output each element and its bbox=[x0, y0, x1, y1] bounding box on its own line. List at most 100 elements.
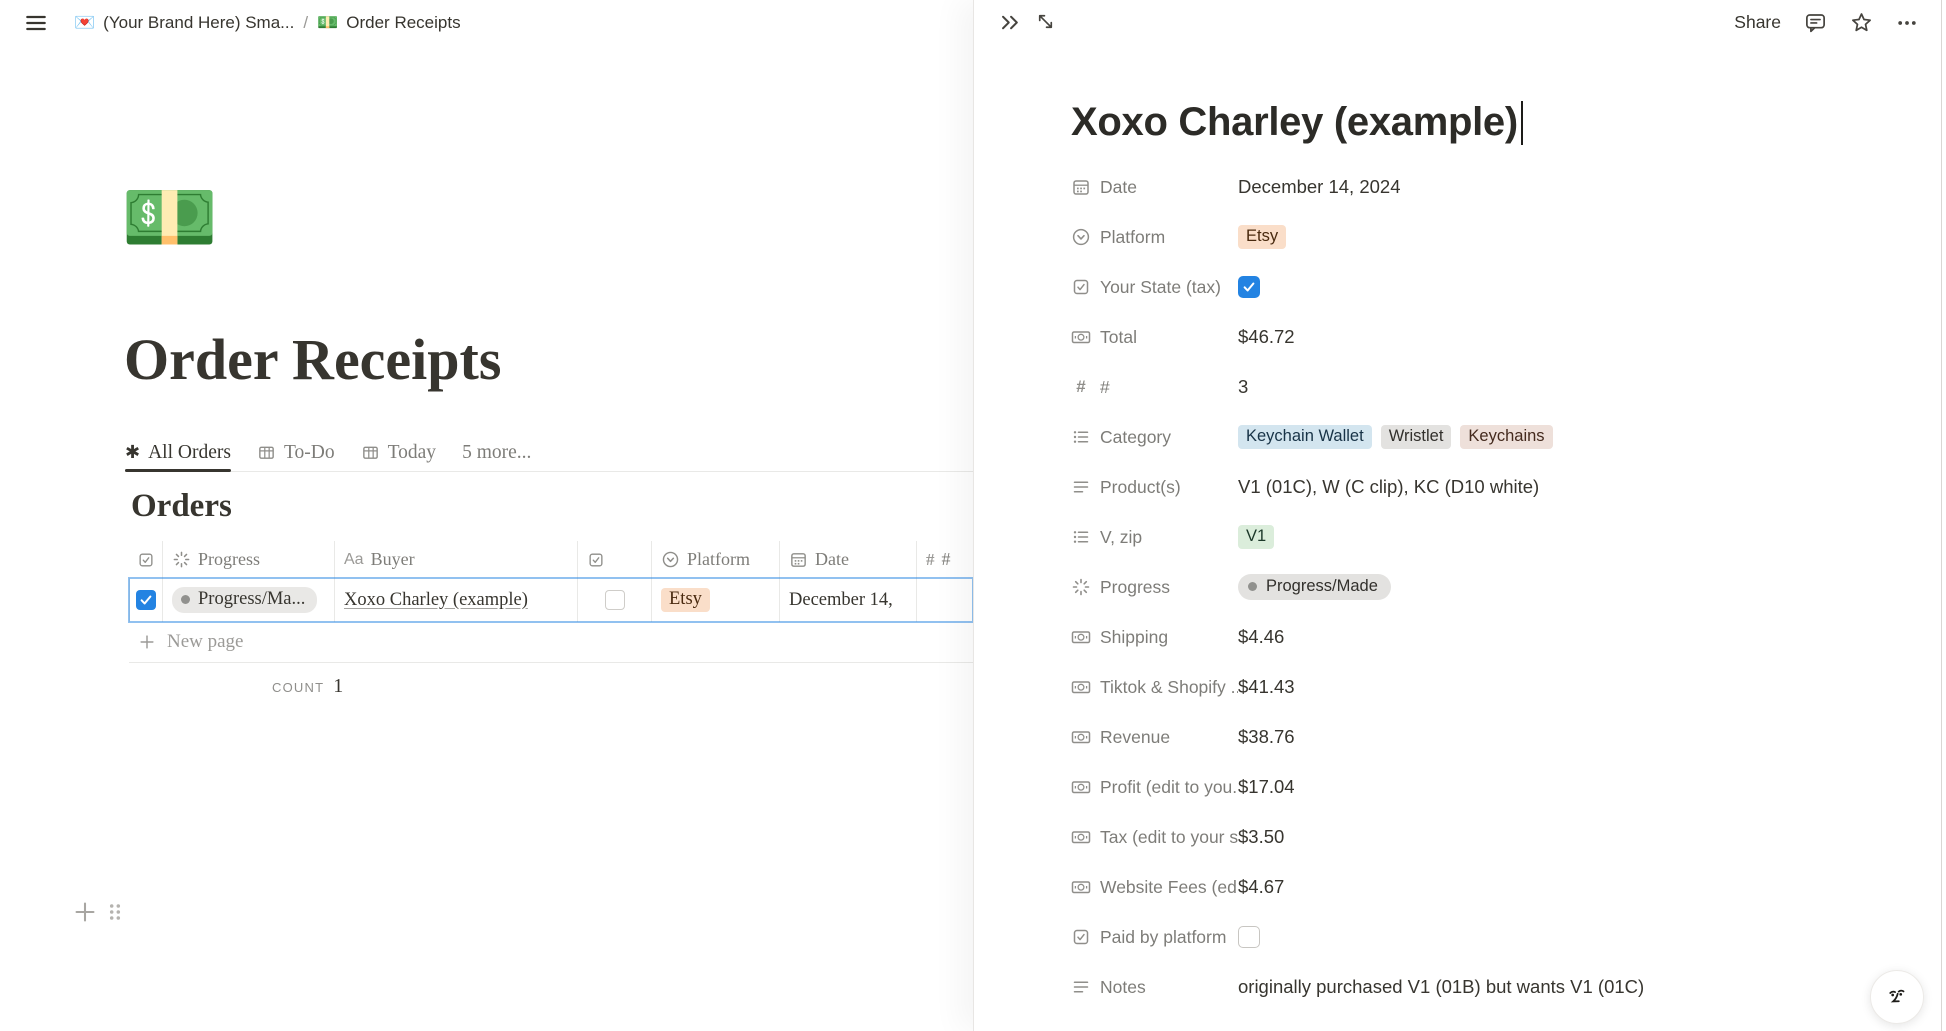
property-value-v-zip[interactable]: V1 bbox=[1238, 525, 1275, 549]
comments-icon[interactable] bbox=[1804, 11, 1827, 34]
category-tag: Keychain Wallet bbox=[1238, 425, 1372, 449]
expand-peek-icon[interactable] bbox=[1035, 11, 1056, 32]
checkbox-icon bbox=[587, 551, 605, 569]
breadcrumb-page[interactable]: 💵 Order Receipts bbox=[317, 13, 461, 33]
property-label-total[interactable]: Total bbox=[1071, 327, 1238, 348]
header-checkbox2-column[interactable] bbox=[578, 541, 652, 578]
property-label-category[interactable]: Category bbox=[1071, 427, 1238, 448]
header-buyer[interactable]: Aa Buyer bbox=[335, 541, 578, 578]
property-label-text: Date bbox=[1100, 176, 1137, 197]
property-list: Date December 14, 2024 Platform Etsy You… bbox=[1071, 162, 1901, 1012]
property-label-v-zip[interactable]: V, zip bbox=[1071, 527, 1238, 548]
header-progress[interactable]: Progress bbox=[163, 541, 335, 578]
status-dot-icon bbox=[181, 595, 190, 604]
property-value-tax[interactable]: $3.50 bbox=[1238, 826, 1284, 848]
orders-table: Progress Aa Buyer Platform Date # # bbox=[128, 541, 974, 709]
property-label-paid-by-platform[interactable]: Paid by platform bbox=[1071, 927, 1238, 948]
header-label: Platform bbox=[687, 549, 750, 569]
spark-icon: ✱ bbox=[125, 442, 141, 463]
tab-more-views[interactable]: 5 more... bbox=[462, 434, 531, 471]
property-label-number[interactable]: # # bbox=[1071, 377, 1238, 398]
checkbox-icon bbox=[1071, 927, 1091, 947]
money-icon bbox=[1071, 627, 1091, 647]
row-number-cell[interactable] bbox=[917, 578, 973, 622]
breadcrumb-workspace[interactable]: 💌 (Your Brand Here) Sma... bbox=[74, 13, 294, 33]
checkbox-checked[interactable] bbox=[1238, 276, 1260, 298]
hamburger-menu-icon[interactable] bbox=[24, 11, 48, 35]
property-row-tax: Tax (edit to your s... $3.50 bbox=[1071, 812, 1901, 862]
favorite-star-icon[interactable] bbox=[1850, 11, 1873, 34]
property-row-number: # # 3 bbox=[1071, 362, 1901, 412]
value-text: December 14, 2024 bbox=[1238, 176, 1401, 197]
close-peek-icon[interactable] bbox=[999, 11, 1022, 34]
value-text: 3 bbox=[1238, 376, 1249, 397]
add-block-icon[interactable] bbox=[72, 899, 98, 925]
property-value-tiktok-shopify[interactable]: $41.43 bbox=[1238, 676, 1295, 698]
count-aggregate[interactable]: COUNT 1 bbox=[272, 663, 973, 709]
property-value-number[interactable]: 3 bbox=[1238, 376, 1248, 398]
tab-to-do[interactable]: To-Do bbox=[257, 434, 335, 471]
row-date-cell[interactable]: December 14, bbox=[780, 578, 917, 622]
row-checkbox-unchecked[interactable] bbox=[604, 590, 625, 610]
tab-all-orders[interactable]: ✱ All Orders bbox=[125, 434, 231, 472]
property-label-your-state-tax[interactable]: Your State (tax) bbox=[1071, 277, 1238, 298]
status-dot-icon bbox=[1248, 582, 1257, 591]
header-date[interactable]: Date bbox=[780, 541, 917, 578]
checkbox-unchecked[interactable] bbox=[1238, 926, 1260, 948]
property-value-notes[interactable]: originally purchased V1 (01B) but wants … bbox=[1238, 976, 1644, 998]
property-label-date[interactable]: Date bbox=[1071, 177, 1238, 198]
property-label-profit[interactable]: Profit (edit to you... bbox=[1071, 777, 1238, 798]
header-checkbox-column[interactable] bbox=[129, 541, 163, 578]
property-row-website-fees: Website Fees (edi... $4.67 bbox=[1071, 862, 1901, 912]
money-icon bbox=[1071, 727, 1091, 747]
row-buyer-cell[interactable]: Xoxo Charley (example) bbox=[335, 578, 578, 622]
property-value-date[interactable]: December 14, 2024 bbox=[1238, 176, 1401, 198]
property-value-total[interactable]: $46.72 bbox=[1238, 326, 1295, 348]
select-icon bbox=[1071, 227, 1091, 247]
page-icon-emoji[interactable]: 💵 bbox=[121, 173, 219, 261]
property-value-profit[interactable]: $17.04 bbox=[1238, 776, 1295, 798]
header-platform[interactable]: Platform bbox=[652, 541, 780, 578]
platform-tag: Etsy bbox=[1238, 225, 1287, 249]
property-row-paid-by-platform: Paid by platform bbox=[1071, 912, 1901, 962]
peek-actions: Share bbox=[1734, 0, 1918, 45]
property-row-profit: Profit (edit to you... $17.04 bbox=[1071, 762, 1901, 812]
scrollbar-track[interactable] bbox=[1941, 0, 1942, 1031]
property-label-website-fees[interactable]: Website Fees (edi... bbox=[1071, 877, 1238, 898]
property-label-notes[interactable]: Notes bbox=[1071, 977, 1238, 998]
notion-ai-button[interactable] bbox=[1870, 970, 1924, 1024]
text-cursor bbox=[1520, 100, 1523, 145]
property-label-tiktok-shopify[interactable]: Tiktok & Shopify ... bbox=[1071, 677, 1238, 698]
drag-handle-icon[interactable] bbox=[104, 901, 126, 923]
header-label: Progress bbox=[198, 549, 260, 569]
property-label-text: Revenue bbox=[1100, 726, 1171, 747]
tab-today[interactable]: Today bbox=[361, 434, 436, 471]
more-options-icon[interactable] bbox=[1896, 12, 1918, 34]
property-value-products[interactable]: V1 (01C), W (C clip), KC (D10 white) bbox=[1238, 476, 1539, 498]
property-value-category[interactable]: Keychain Wallet Wristlet Keychains bbox=[1238, 425, 1553, 449]
property-label-revenue[interactable]: Revenue bbox=[1071, 727, 1238, 748]
property-value-shipping[interactable]: $4.46 bbox=[1238, 626, 1284, 648]
row-progress-cell[interactable]: Progress/Ma... bbox=[163, 578, 335, 622]
peek-page-title[interactable]: Xoxo Charley (example) bbox=[1071, 100, 1523, 145]
side-peek-panel: Share Xoxo Charley (example) Date Decemb… bbox=[973, 0, 1946, 1031]
share-button[interactable]: Share bbox=[1734, 12, 1781, 32]
property-label-text: Tiktok & Shopify ... bbox=[1100, 676, 1238, 697]
property-value-platform[interactable]: Etsy bbox=[1238, 225, 1287, 249]
property-label-products[interactable]: Product(s) bbox=[1071, 477, 1238, 498]
property-label-progress[interactable]: Progress bbox=[1071, 577, 1238, 598]
property-label-shipping[interactable]: Shipping bbox=[1071, 627, 1238, 648]
property-value-website-fees[interactable]: $4.67 bbox=[1238, 876, 1284, 898]
property-label-platform[interactable]: Platform bbox=[1071, 227, 1238, 248]
property-value-revenue[interactable]: $38.76 bbox=[1238, 726, 1295, 748]
property-value-progress[interactable]: Progress/Made bbox=[1238, 574, 1391, 600]
row-checkbox-checked[interactable] bbox=[136, 590, 156, 610]
date-value: December 14, bbox=[789, 589, 893, 610]
property-label-tax[interactable]: Tax (edit to your s... bbox=[1071, 827, 1238, 848]
header-number[interactable]: # # bbox=[917, 541, 973, 578]
page-title[interactable]: Order Receipts bbox=[124, 327, 502, 392]
buyer-page-link[interactable]: Xoxo Charley (example) bbox=[344, 589, 528, 610]
status-burst-icon bbox=[172, 550, 191, 569]
new-page-button[interactable]: New page bbox=[129, 622, 973, 663]
row-platform-cell[interactable]: Etsy bbox=[652, 578, 780, 622]
